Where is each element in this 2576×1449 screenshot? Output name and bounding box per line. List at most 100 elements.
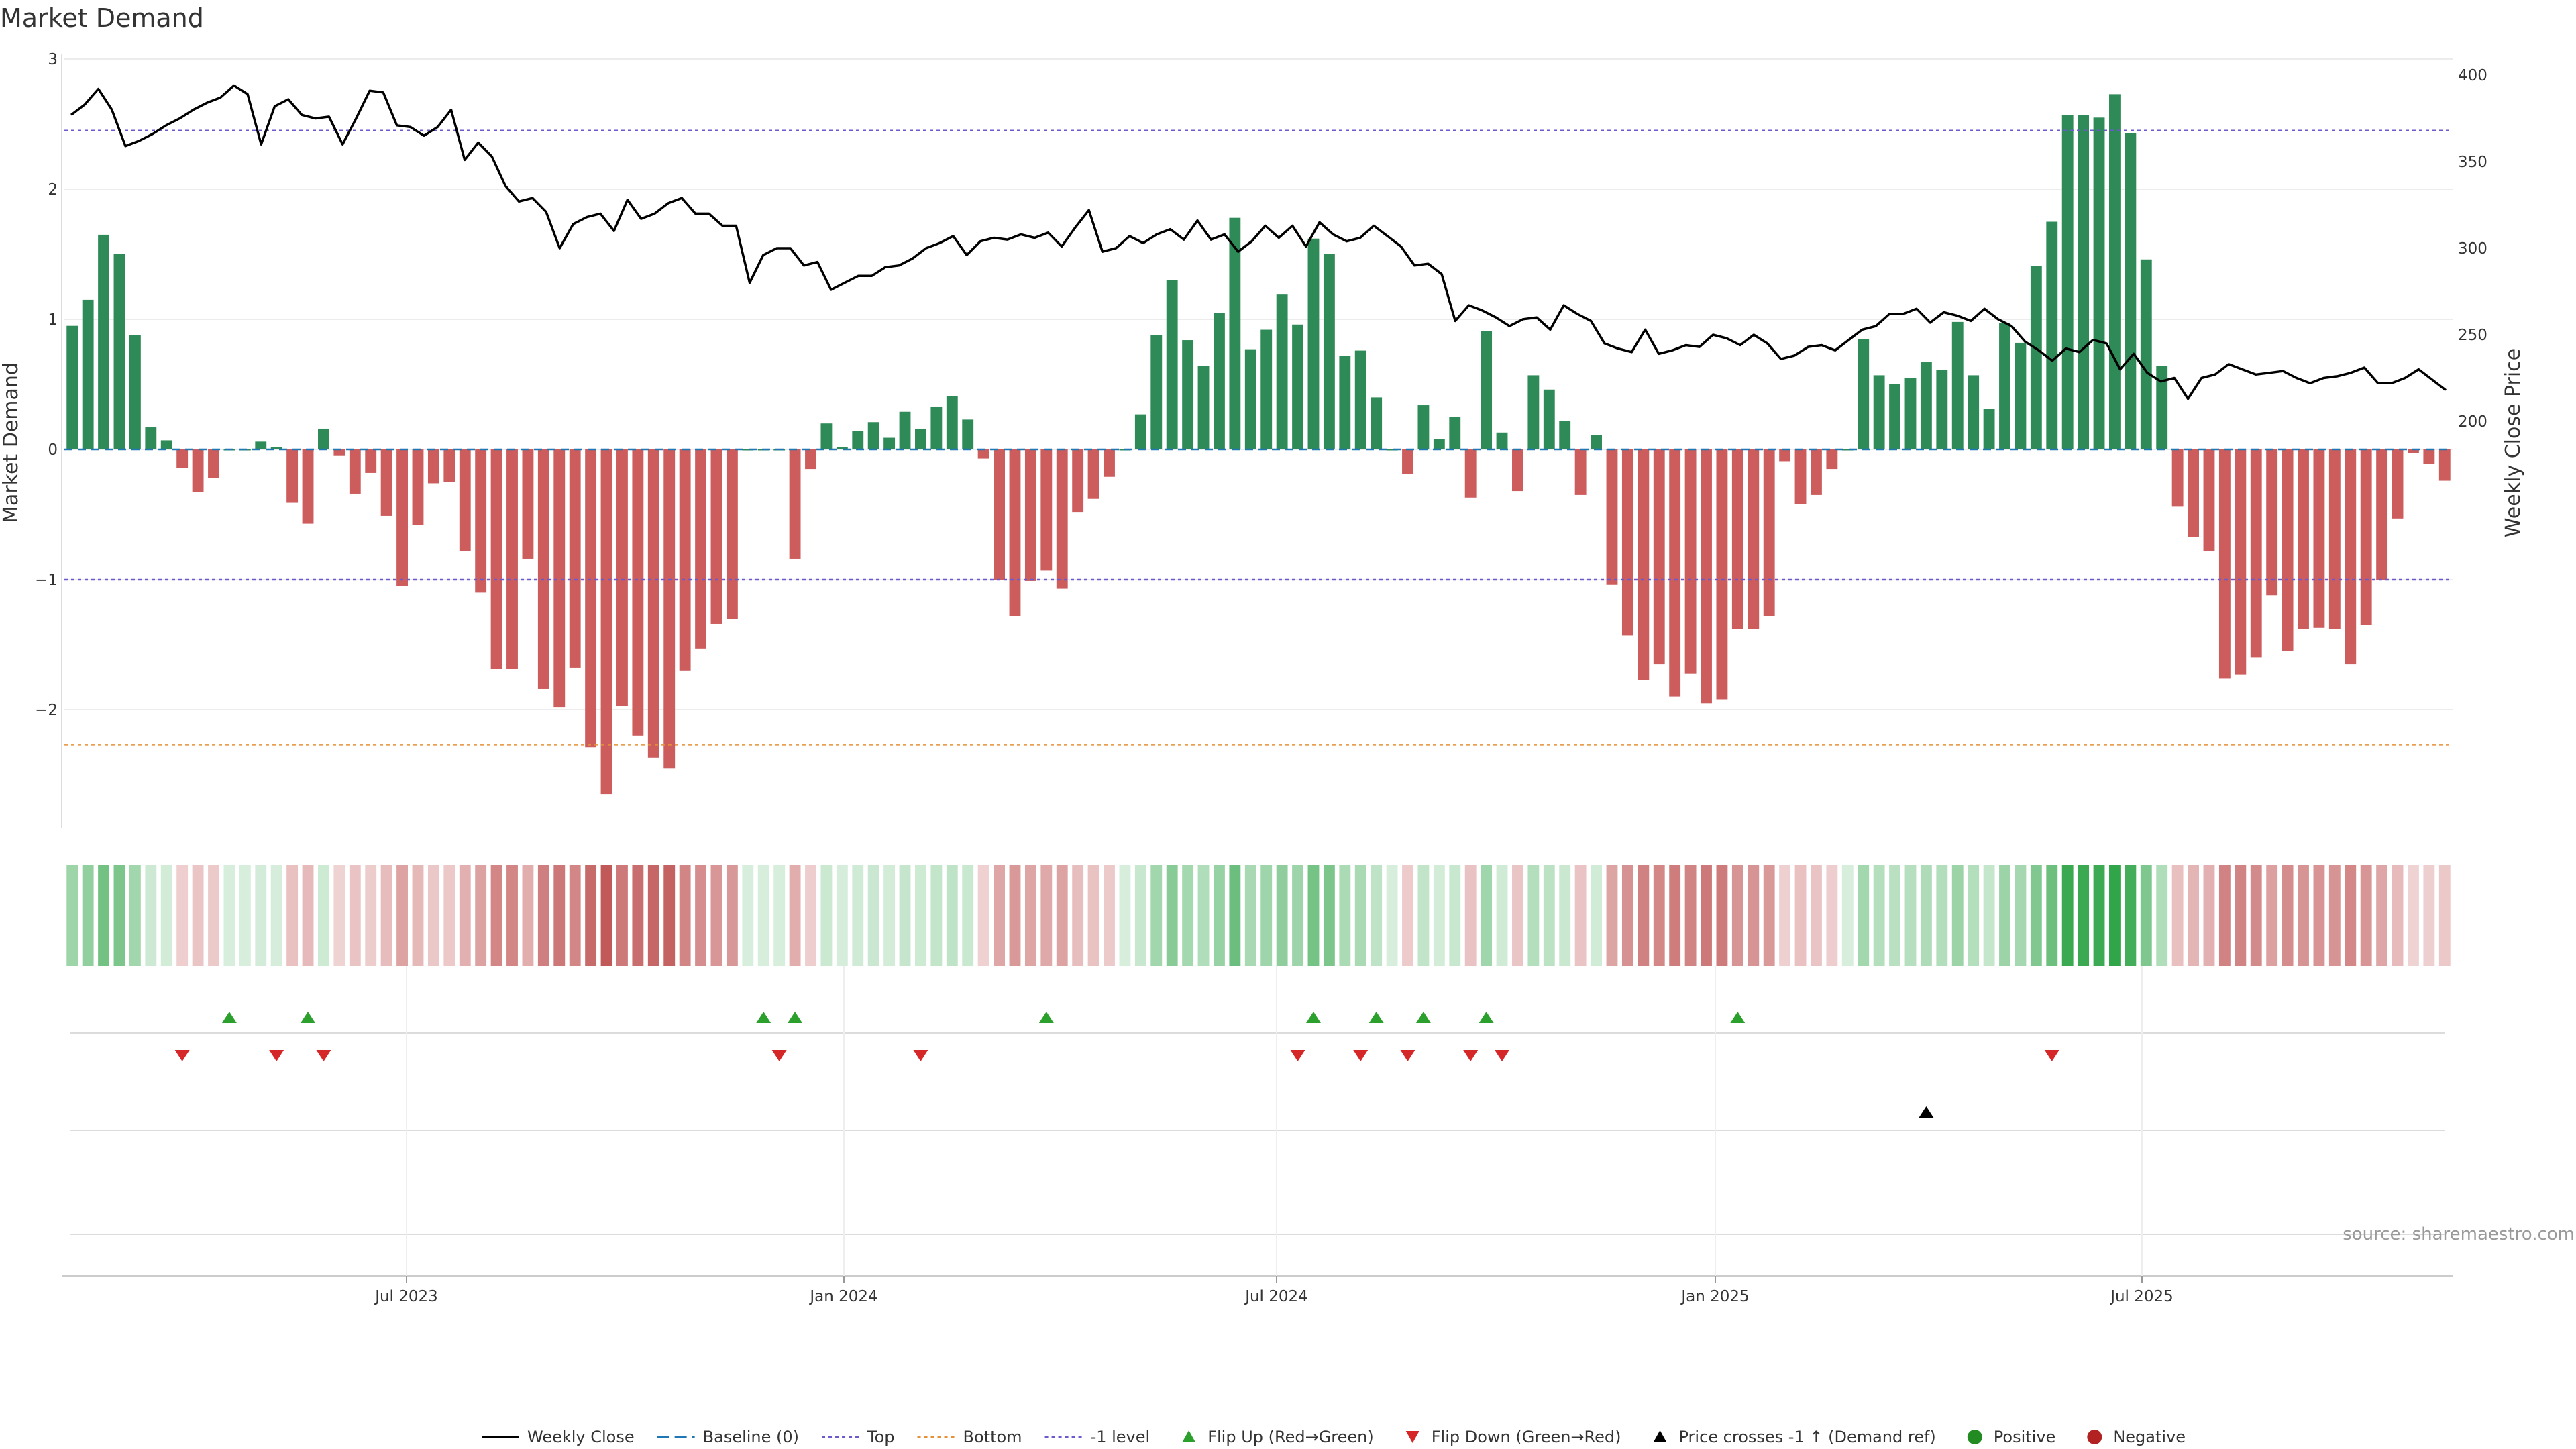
demand-bar (962, 419, 974, 449)
demand-bar (1701, 449, 1712, 704)
heat-cell (2328, 865, 2341, 966)
heat-cell (1621, 865, 1633, 966)
heat-cell (208, 865, 219, 966)
heat-cell (223, 865, 235, 966)
heat-cell (930, 865, 943, 966)
demand-bar (1166, 280, 1178, 449)
demand-bar (522, 449, 534, 559)
demand-bar (66, 325, 78, 449)
demand-bar (1999, 323, 2010, 449)
demand-bar (2125, 133, 2137, 449)
heat-cell (490, 865, 502, 966)
heat-cell (318, 865, 329, 966)
legend-label: Negative (2113, 1428, 2186, 1446)
x-tick-label: Jan 2025 (1680, 1288, 1749, 1305)
flip-down-marker (174, 1050, 190, 1061)
demand-bar (1024, 449, 1036, 581)
heat-cell (365, 865, 377, 966)
heat-cell (2078, 865, 2090, 966)
demand-bar (2046, 221, 2058, 449)
heat-cell (1150, 865, 1163, 966)
flip-up-marker (1038, 1012, 1054, 1023)
y-right-tick-label: 300 (2458, 240, 2487, 258)
demand-bar (789, 449, 801, 559)
legend-label: Bottom (963, 1428, 1022, 1446)
heat-cell (1873, 865, 1885, 966)
demand-bar (726, 449, 738, 619)
demand-bar (333, 449, 345, 456)
demand-bar (192, 449, 204, 493)
flip-up-marker (756, 1012, 771, 1023)
heat-cell (585, 865, 597, 966)
heat-cell (1354, 865, 1366, 966)
heat-cell (1323, 865, 1335, 966)
heat-cell (2156, 865, 2168, 966)
demand-bar (98, 234, 109, 449)
demand-bar (1339, 356, 1351, 449)
y-left-tick-label: 2 (48, 181, 58, 199)
heat-cell (1402, 865, 1413, 966)
demand-bar (1292, 324, 1303, 449)
demand-bar (742, 449, 754, 451)
heat-cell (2266, 865, 2278, 966)
demand-bar (1559, 421, 1571, 449)
heat-cell (2125, 865, 2137, 966)
heat-cell (412, 865, 424, 966)
demand-bar (1056, 449, 1068, 589)
flip-up-marker (1415, 1012, 1431, 1023)
heat-cell (1229, 865, 1241, 966)
heat-cell (1638, 865, 1650, 966)
heat-cell (695, 865, 706, 966)
demand-bar (1543, 389, 1555, 449)
demand-bar (1748, 449, 1760, 629)
legend-label: Flip Down (Green→Red) (1432, 1428, 1621, 1446)
heat-cell (1307, 865, 1320, 966)
heat-cell (160, 865, 172, 966)
y-right-tick-label: 350 (2458, 154, 2487, 171)
heat-cell (2282, 865, 2294, 966)
demand-bar (1904, 378, 1917, 449)
heat-cell (742, 865, 754, 966)
y-left-tick-label: −1 (35, 572, 58, 589)
legend-circle-swatch (1967, 1430, 1982, 1444)
legend-label: Weekly Close (527, 1428, 635, 1446)
heat-cell (239, 865, 251, 966)
heat-cell (522, 865, 534, 966)
demand-bar (2015, 342, 2027, 449)
legend-label: -1 level (1091, 1428, 1150, 1446)
legend-triangle-up-swatch (1182, 1430, 1196, 1442)
legend-triangle-up-swatch (1653, 1430, 1667, 1442)
demand-bar (647, 449, 659, 758)
demand-bar (915, 428, 926, 449)
demand-bar (1150, 335, 1163, 449)
demand-bar (710, 449, 722, 624)
demand-bar (270, 447, 282, 449)
demand-bar (1638, 449, 1650, 680)
flip-up-marker (301, 1012, 316, 1023)
demand-bar (1402, 449, 1413, 474)
demand-bar (1591, 435, 1602, 449)
demand-bar (1606, 449, 1618, 585)
source-text: source: sharemaestro.com (2343, 1224, 2575, 1244)
heat-cell (129, 865, 141, 966)
demand-bar (1197, 366, 1210, 449)
heat-cell (1009, 865, 1021, 966)
demand-bar (553, 449, 566, 708)
demand-bar (490, 449, 502, 669)
heat-cell (1386, 865, 1398, 966)
demand-bar (396, 449, 408, 586)
demand-bar (2376, 449, 2388, 580)
heat-cell (1591, 865, 1602, 966)
demand-bar (1826, 449, 1838, 470)
heat-cell (2093, 865, 2105, 966)
demand-bar (2423, 449, 2435, 464)
flip-down-marker (316, 1050, 331, 1061)
heat-cell (2408, 865, 2419, 966)
demand-bar (1496, 432, 1508, 449)
price-cross-marker (1919, 1106, 1934, 1118)
demand-bar (1951, 321, 1964, 449)
demand-bar (1889, 384, 1900, 449)
heat-cell (1811, 865, 1822, 966)
heat-cell (1292, 865, 1303, 966)
flip-down-marker (1400, 1050, 1415, 1061)
